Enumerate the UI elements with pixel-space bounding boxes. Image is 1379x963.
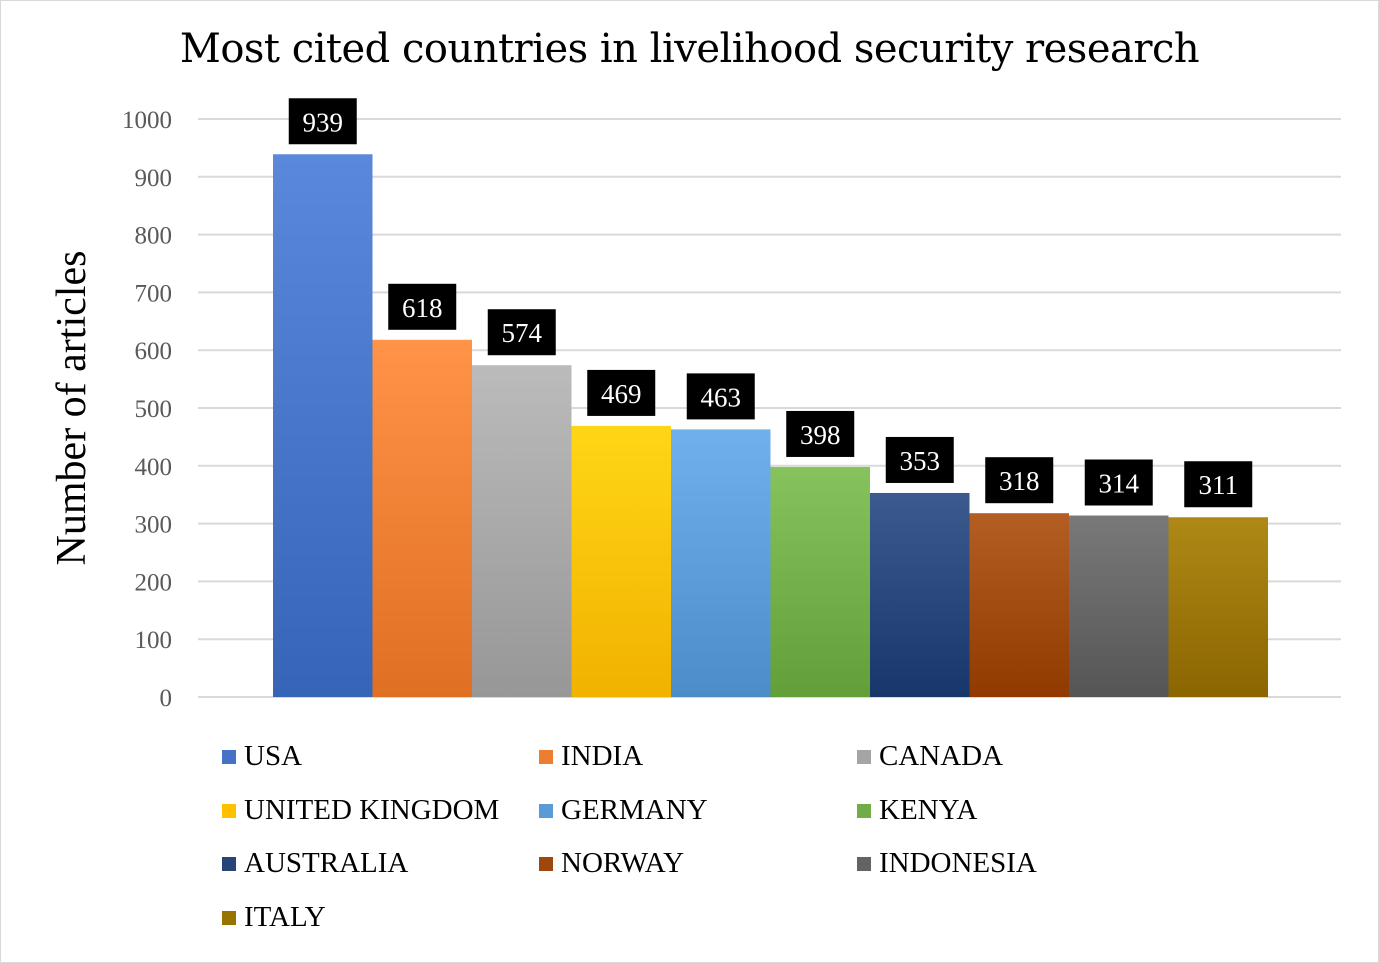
data-label: 353	[885, 436, 954, 483]
data-label: 318	[985, 457, 1054, 504]
data-label-text: 314	[1099, 469, 1140, 499]
legend-label: USA	[244, 740, 303, 772]
data-label-text: 939	[303, 107, 344, 137]
legend-swatch-icon	[539, 856, 553, 871]
y-tick-label: 300	[135, 512, 173, 539]
legend-item: ITALY	[222, 901, 326, 934]
bar-canada	[472, 365, 572, 697]
data-label: 618	[388, 283, 457, 330]
legend-label: ITALY	[244, 901, 326, 933]
legend-swatch-icon	[857, 803, 871, 818]
legend-label: AUSTRALIA	[244, 847, 409, 879]
data-label: 574	[487, 309, 556, 356]
legend-item: GERMANY	[539, 794, 708, 827]
data-label: 314	[1084, 459, 1153, 506]
legend-item: AUSTRALIA	[222, 847, 408, 880]
legend-swatch-icon	[539, 749, 553, 764]
legend-label: CANADA	[879, 740, 1004, 772]
data-label-box	[985, 457, 1054, 504]
data-label-text: 398	[800, 420, 841, 450]
y-tick-label: 900	[135, 165, 173, 192]
legend-label: GERMANY	[561, 794, 708, 826]
data-label-text: 574	[502, 318, 543, 348]
legend-item: CANADA	[857, 740, 1003, 773]
bar-indonesia	[1069, 515, 1169, 697]
legend-label: NORWAY	[561, 847, 685, 879]
y-tick-label: 200	[135, 569, 173, 596]
y-tick-label: 600	[135, 338, 173, 365]
legend-swatch-icon	[857, 856, 871, 871]
chart-title: Most cited countries in livelihood secur…	[179, 26, 1200, 72]
legend-label: INDONESIA	[879, 847, 1037, 879]
data-label-box	[587, 369, 656, 416]
legend-item: INDIA	[539, 740, 643, 773]
y-tick-label: 500	[135, 396, 173, 423]
data-label: 311	[1184, 461, 1253, 508]
legend-swatch-icon	[857, 749, 871, 764]
data-label: 398	[786, 410, 855, 457]
y-tick-label: 1000	[122, 107, 172, 134]
legend-label: UNITED KINGDOM	[244, 794, 500, 826]
data-label-box	[1084, 459, 1153, 506]
data-label-text: 353	[900, 446, 941, 476]
data-label: 939	[288, 98, 357, 145]
legend-label: KENYA	[879, 794, 978, 826]
data-label-box	[1184, 461, 1253, 508]
data-label-text: 469	[601, 379, 642, 409]
data-label-text: 311	[1199, 470, 1239, 500]
bar-germany	[671, 429, 771, 697]
data-label: 469	[587, 369, 656, 416]
bar-australia	[870, 492, 970, 697]
bar-usa	[273, 154, 373, 697]
legend-item: KENYA	[857, 794, 977, 827]
bar-kenya	[770, 466, 870, 697]
bar-italy	[1168, 517, 1268, 697]
y-tick-label: 800	[135, 223, 173, 250]
bar-united-kingdom	[571, 425, 671, 697]
data-label-text: 618	[402, 293, 443, 323]
data-label-box	[786, 410, 855, 457]
y-tick-label: 0	[160, 685, 173, 712]
data-label-box	[885, 436, 954, 483]
data-label-box	[487, 309, 556, 356]
data-label-box	[388, 283, 457, 330]
data-label-box	[288, 98, 357, 145]
y-tick-label: 100	[135, 627, 173, 654]
legend-item: UNITED KINGDOM	[222, 794, 499, 827]
legend-item: USA	[222, 740, 302, 773]
data-label-text: 463	[701, 382, 742, 412]
legend-swatch-icon	[222, 803, 236, 818]
bar-india	[372, 339, 472, 697]
legend-swatch-icon	[222, 749, 236, 764]
legend-swatch-icon	[222, 910, 236, 925]
legend-label: INDIA	[561, 740, 644, 772]
legend-swatch-icon	[539, 803, 553, 818]
y-tick-label: 700	[135, 280, 173, 307]
legend-item: NORWAY	[539, 847, 684, 880]
y-tick-label: 400	[135, 454, 173, 481]
data-label-box	[686, 373, 755, 420]
data-label: 463	[686, 373, 755, 420]
bar-norway	[969, 513, 1069, 697]
legend-item: INDONESIA	[857, 847, 1037, 880]
data-label-text: 318	[999, 466, 1040, 496]
legend-swatch-icon	[222, 856, 236, 871]
